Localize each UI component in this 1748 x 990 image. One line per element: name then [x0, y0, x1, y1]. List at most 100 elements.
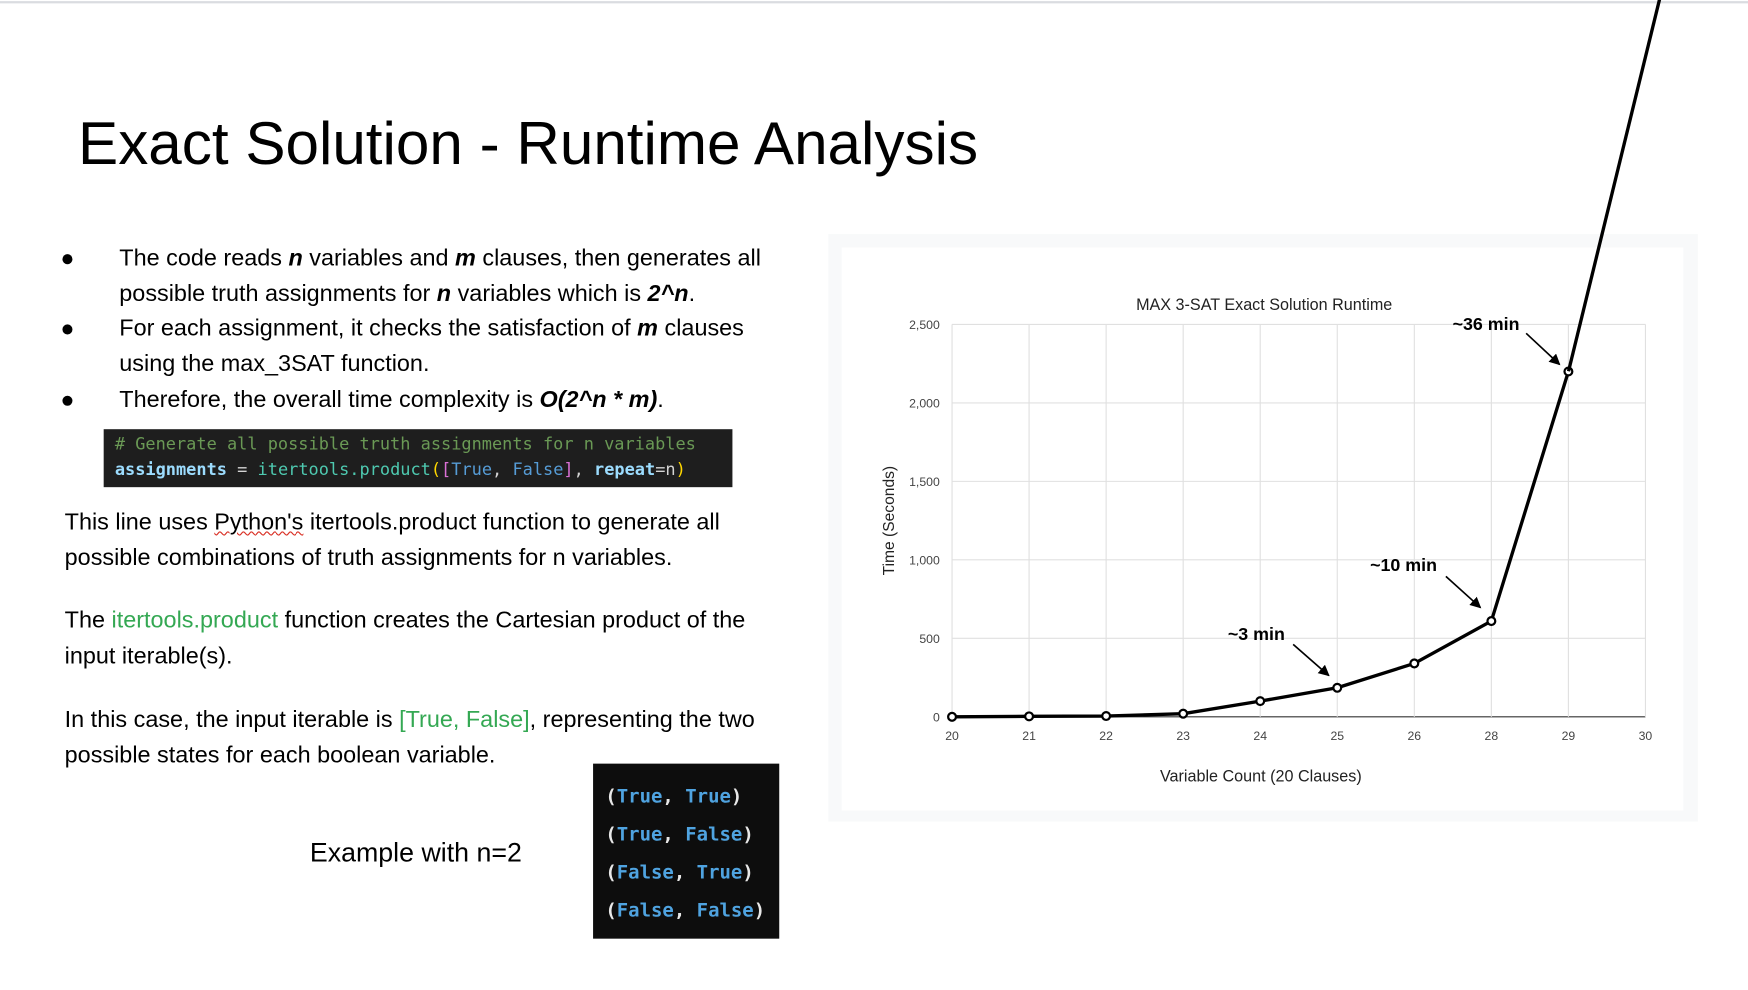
text: .	[688, 280, 696, 307]
text: function creates the Cartesian product o…	[64, 607, 746, 669]
code-block: # Generate all possible truth assignment…	[103, 429, 733, 488]
paragraph: The itertools.product function creates t…	[65, 603, 778, 674]
text: .	[657, 386, 664, 413]
y-axis-label: Time (Seconds)	[881, 466, 898, 575]
y-tick-label: 1,000	[909, 553, 940, 567]
text: n	[288, 245, 303, 271]
data-point	[947, 711, 958, 722]
code-token: [	[441, 459, 452, 480]
example-token: False	[685, 823, 743, 847]
text: n	[436, 280, 452, 307]
example-token: ,	[673, 899, 697, 922]
example-row: (True, False)	[605, 816, 779, 854]
text: m	[455, 245, 476, 271]
x-tick-label: 20	[945, 729, 959, 743]
code-token: ]	[563, 459, 574, 480]
code-token: (	[430, 459, 442, 480]
data-point	[1486, 616, 1497, 627]
bullet-list: The code reads n variables and m clauses…	[0, 241, 803, 418]
code-token: repeat	[594, 459, 656, 480]
x-axis-label: Variable Count (20 Clauses)	[1160, 767, 1362, 785]
data-point	[1255, 696, 1266, 707]
example-token: (	[605, 785, 617, 809]
bullet: Therefore, the overall time complexity i…	[0, 382, 803, 417]
x-tick-label: 29	[1562, 729, 1576, 743]
data-point	[1024, 711, 1035, 722]
text: Therefore, the overall time complexity i…	[119, 386, 540, 413]
example-token: )	[742, 823, 754, 847]
code-token: )	[675, 459, 686, 480]
text: variables and	[302, 245, 456, 271]
text: The code reads	[119, 245, 289, 271]
x-tick-label: 22	[1099, 729, 1113, 743]
example-token: False	[696, 899, 754, 922]
example-token: False	[616, 861, 674, 885]
chart-background	[841, 247, 1684, 811]
data-point	[1101, 711, 1112, 722]
x-tick-label: 23	[1176, 729, 1190, 743]
x-tick-label: 25	[1330, 729, 1344, 743]
bullet: For each assignment, it checks the satis…	[0, 311, 803, 382]
example-token: ,	[673, 861, 697, 885]
example-token: False	[616, 899, 674, 922]
plot: 0 500 1,000 1,500 2,000 2,500 20 21 22 23 24 25 26 28…	[909, 314, 1652, 743]
text: clauses using the max_3SAT function.	[119, 315, 744, 377]
example-row: (True, True)	[605, 778, 779, 816]
example-token: (	[605, 899, 617, 922]
example-token: True	[696, 861, 743, 885]
x-tick-label: 24	[1253, 729, 1267, 743]
text: itertools.product	[111, 607, 279, 634]
code-token: ,	[492, 459, 513, 480]
code-token: itertools.product	[257, 459, 431, 480]
annotation: ~3 min	[1228, 624, 1285, 644]
text: variables which is	[451, 280, 648, 307]
annotation: ~10 min	[1370, 555, 1437, 575]
x-tick-label: 21	[1022, 729, 1036, 743]
example-token: )	[730, 785, 743, 809]
annotation-arrow	[1292, 643, 1330, 677]
text: , representing the two possible states f…	[64, 706, 755, 768]
y-tick-label: 0	[933, 710, 940, 724]
text: m	[637, 315, 659, 342]
example-token: True	[685, 785, 731, 809]
text: 2^n	[647, 280, 689, 307]
example-token: True	[616, 823, 663, 847]
code-token: ,	[573, 459, 595, 480]
example-token: ,	[662, 823, 686, 847]
text: Python's	[214, 509, 304, 536]
paragraph: This line uses Python's itertools.produc…	[65, 505, 778, 576]
text: The	[64, 607, 112, 634]
text: itertools.product function to generate a…	[64, 509, 720, 571]
y-tick-label: 500	[919, 632, 940, 646]
example-row: (False, True)	[605, 854, 779, 892]
text: O(2^n * m)	[539, 386, 658, 413]
x-tick-label: 30	[1639, 729, 1653, 743]
y-tick-label: 2,000	[909, 396, 940, 410]
code-comment: # Generate all possible truth assignment…	[114, 433, 696, 454]
example-token: True	[616, 785, 663, 809]
overlay-line	[1566, 0, 1662, 372]
x-tick-label: 28	[1485, 729, 1499, 743]
text: clauses, then generates all possible tru…	[119, 245, 761, 307]
annotation-arrow	[1445, 575, 1482, 609]
text: For each assignment, it checks the satis…	[119, 315, 638, 342]
annotation: ~36 min	[1453, 314, 1520, 334]
code-token: =	[226, 459, 258, 480]
example-label: Example with n=2	[309, 838, 522, 869]
text: [True, False]	[399, 706, 530, 733]
slide-title: Exact Solution - Runtime Analysis	[78, 110, 979, 178]
y-tick-label: 2,500	[909, 318, 940, 332]
example-token: )	[753, 899, 766, 922]
code-line: assignments = itertools.product([True, F…	[115, 457, 733, 483]
example-token: (	[605, 823, 617, 847]
code-token: True	[451, 459, 493, 480]
bullet: The code reads n variables and m clauses…	[0, 241, 803, 312]
code-token: False	[512, 459, 564, 480]
data-point	[1409, 658, 1420, 669]
example-row: (False, False)	[605, 892, 779, 930]
example-token: )	[742, 861, 754, 885]
example-block: (True, True) (True, False) (False, True) (F…	[593, 763, 780, 939]
code-token: assignments	[114, 459, 227, 480]
